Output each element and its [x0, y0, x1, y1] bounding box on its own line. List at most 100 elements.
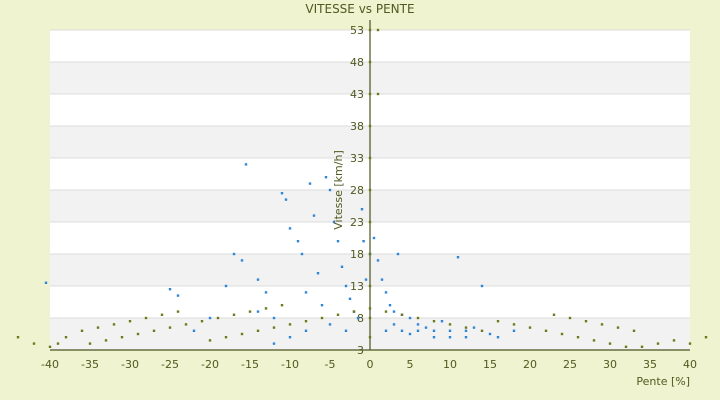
data-point [304, 291, 308, 294]
data-point [240, 259, 244, 262]
data-point [592, 339, 596, 342]
x-tick-label: -15 [241, 358, 259, 371]
data-point [336, 240, 340, 243]
data-point [568, 316, 572, 320]
data-point [344, 284, 348, 288]
data-point [416, 323, 420, 326]
data-point [44, 281, 48, 284]
data-point [328, 188, 332, 192]
data-point [56, 342, 60, 345]
data-point [512, 323, 516, 326]
data-point [528, 326, 532, 329]
data-point [264, 291, 268, 294]
data-point [176, 294, 180, 297]
data-point [208, 316, 212, 320]
data-point [248, 310, 252, 313]
x-tick-label: 20 [523, 358, 537, 371]
data-point [368, 156, 372, 160]
data-point [240, 332, 244, 336]
data-point [208, 339, 212, 342]
y-tick-label: 18 [350, 248, 364, 261]
data-point [308, 182, 312, 185]
data-point [384, 310, 388, 313]
data-point [232, 252, 236, 256]
data-point [368, 60, 372, 64]
data-point [152, 329, 156, 332]
data-point [464, 329, 468, 332]
data-point [340, 265, 344, 268]
data-point [372, 236, 376, 240]
data-point [480, 284, 484, 288]
data-point [112, 323, 116, 326]
data-point [432, 320, 436, 323]
data-point [416, 329, 420, 332]
x-tick-label: 25 [563, 358, 577, 371]
data-point [512, 329, 516, 332]
data-point [464, 336, 468, 339]
data-point [288, 227, 292, 230]
data-point [368, 316, 372, 320]
y-tick-label: 33 [350, 152, 364, 165]
data-point [560, 332, 564, 336]
data-point [400, 329, 404, 332]
data-point [616, 326, 620, 329]
x-tick-label: -35 [81, 358, 99, 371]
x-tick-label: 30 [603, 358, 617, 371]
data-point [320, 316, 324, 320]
data-point [544, 329, 548, 332]
data-point [432, 329, 436, 332]
data-point [312, 214, 316, 217]
y-tick-label: 38 [350, 120, 364, 133]
data-point [120, 336, 124, 339]
data-point [448, 336, 452, 339]
data-point [396, 252, 400, 256]
data-point [688, 342, 692, 345]
data-point [368, 92, 372, 96]
data-point [272, 316, 276, 320]
data-point [16, 336, 20, 339]
data-point [600, 323, 604, 326]
x-tick-label: 15 [483, 358, 497, 371]
x-tick-label: -30 [121, 358, 139, 371]
data-point [176, 310, 180, 313]
data-point [576, 336, 580, 339]
data-point [384, 291, 388, 294]
data-point [584, 320, 588, 323]
data-point [348, 297, 352, 300]
data-point [388, 304, 392, 307]
data-point [128, 320, 132, 323]
data-point [332, 220, 336, 224]
data-point [424, 326, 428, 329]
data-point [328, 323, 332, 326]
data-point [408, 332, 412, 336]
y-tick-label: 3 [357, 344, 364, 357]
x-tick-label: -25 [161, 358, 179, 371]
x-tick-label: 40 [683, 358, 697, 371]
data-point [280, 192, 284, 195]
data-point [336, 313, 340, 316]
data-point [360, 208, 364, 211]
data-point [704, 336, 708, 339]
data-point [496, 320, 500, 323]
data-point [368, 252, 372, 256]
data-point [344, 329, 348, 332]
data-point [408, 316, 412, 320]
data-point [384, 329, 388, 332]
data-point [320, 304, 324, 307]
data-point [324, 176, 328, 179]
chart-title: VITESSE vs PENTE [305, 2, 415, 16]
data-point [400, 313, 404, 316]
data-point [244, 163, 248, 166]
data-point [552, 313, 556, 316]
data-point [280, 304, 284, 307]
data-point [304, 329, 308, 332]
data-point [232, 313, 236, 316]
data-point [672, 339, 676, 342]
data-point [168, 326, 172, 329]
x-axis-label: Pente [%] [636, 375, 690, 388]
data-point [144, 316, 148, 320]
data-point [464, 326, 468, 329]
data-point [356, 316, 360, 320]
data-point [316, 272, 320, 275]
